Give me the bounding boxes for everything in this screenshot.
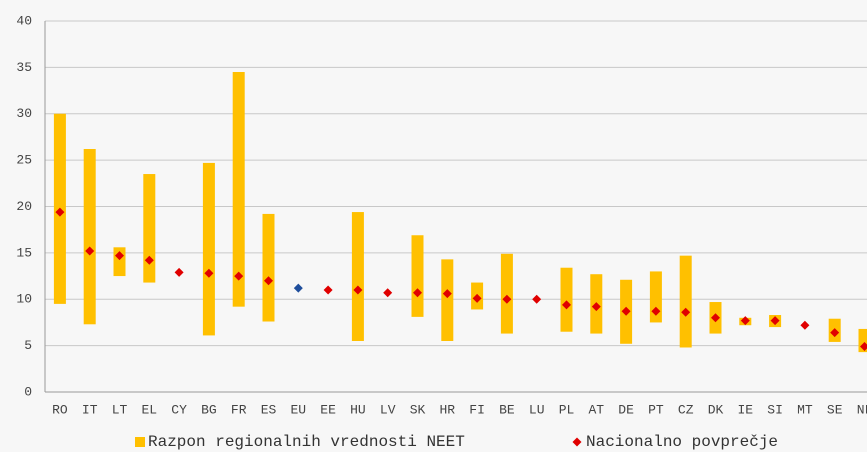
average-marker — [353, 285, 363, 295]
x-tick-label: RO — [52, 402, 68, 417]
legend-swatch — [135, 437, 145, 447]
x-tick-label: DK — [708, 402, 724, 417]
x-tick-label: EL — [141, 402, 157, 417]
x-tick-label: HU — [350, 402, 366, 417]
x-tick-label: LT — [112, 402, 128, 417]
range-bar — [202, 162, 215, 336]
x-tick-label: PT — [648, 402, 664, 417]
x-tick-label: BE — [499, 402, 515, 417]
y-tick-label: 35 — [16, 60, 32, 75]
x-tick-label: AT — [588, 402, 604, 417]
x-tick-label: BG — [201, 402, 217, 417]
x-tick-label: PL — [559, 402, 575, 417]
average-marker — [532, 294, 542, 304]
average-marker — [204, 268, 214, 278]
average-marker — [85, 246, 95, 256]
range-bar — [560, 267, 573, 332]
range-bar — [649, 271, 662, 323]
average-marker — [234, 271, 244, 281]
x-tick-label: FI — [469, 402, 485, 417]
y-tick-label: 25 — [16, 153, 32, 168]
average-marker — [740, 316, 750, 326]
average-marker — [621, 306, 631, 316]
range-bar — [411, 235, 424, 317]
range-bar — [83, 148, 96, 325]
range-bar — [441, 259, 454, 341]
x-tick-label: LU — [529, 402, 545, 417]
average-marker — [770, 316, 780, 326]
x-tick-label: SE — [827, 402, 843, 417]
average-marker — [264, 276, 273, 286]
x-tick-label: ES — [261, 402, 277, 417]
x-tick-label: EE — [320, 402, 336, 417]
x-tick-label: FR — [231, 402, 247, 417]
average-marker — [383, 288, 393, 298]
range-bar — [143, 174, 156, 283]
y-tick-label: 15 — [16, 245, 32, 260]
y-tick-label: 20 — [16, 199, 32, 214]
average-marker — [860, 342, 867, 352]
x-tick-label: NL — [857, 402, 867, 417]
range-bar — [262, 213, 275, 322]
average-marker — [55, 207, 65, 217]
range-bar — [351, 212, 364, 341]
average-marker — [830, 328, 840, 338]
x-tick-label: DE — [618, 402, 634, 417]
range-bar — [858, 328, 867, 353]
range-bar — [232, 72, 245, 307]
average-marker — [115, 251, 124, 261]
average-marker — [651, 306, 661, 316]
average-marker — [562, 300, 571, 310]
legend: Razpon regionalnih vrednosti NEET Naciona… — [135, 433, 778, 451]
range-bar — [679, 255, 692, 348]
legend-swatch — [572, 437, 582, 447]
average-marker — [293, 283, 303, 293]
x-tick-label: SI — [767, 402, 783, 417]
average-marker — [323, 285, 333, 295]
average-marker — [442, 289, 452, 299]
y-tick-label: 40 — [16, 13, 32, 28]
x-tick-label: SK — [410, 402, 426, 417]
x-tick-label: MT — [797, 402, 813, 417]
average-marker — [591, 302, 601, 312]
average-marker — [174, 267, 184, 277]
range-bar — [500, 253, 513, 334]
average-marker — [800, 320, 810, 330]
x-tick-label: CZ — [678, 402, 694, 417]
legend-label: Nacionalno povprečje — [586, 433, 778, 451]
x-tick-label: IT — [82, 402, 98, 417]
average-marker — [144, 255, 154, 265]
x-tick-label: IE — [737, 402, 753, 417]
average-marker — [681, 307, 691, 317]
average-marker — [502, 294, 512, 304]
y-tick-label: 30 — [16, 106, 32, 121]
x-tick-label: EU — [290, 402, 306, 417]
y-tick-label: 10 — [16, 292, 32, 307]
average-marker — [413, 288, 422, 298]
average-marker — [711, 313, 720, 323]
legend-label: Razpon regionalnih vrednosti NEET — [148, 433, 465, 451]
y-tick-label: 5 — [24, 338, 32, 353]
x-tick-label: LV — [380, 402, 396, 417]
average-marker — [472, 293, 482, 303]
y-tick-label: 0 — [24, 384, 32, 399]
x-tick-label: HR — [439, 402, 455, 417]
x-tick-label: CY — [171, 402, 187, 417]
